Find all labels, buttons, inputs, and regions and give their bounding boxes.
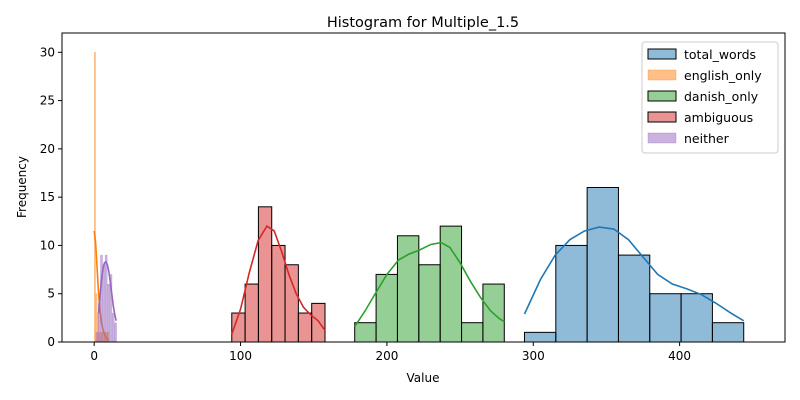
legend-label: english_only <box>684 68 762 83</box>
axis-ticks: 0 100 200 300 400 0 5 10 15 20 25 30 <box>40 45 691 363</box>
legend-swatch <box>647 48 677 60</box>
histogram-bar <box>461 322 484 343</box>
legend-swatch <box>647 90 677 102</box>
legend-swatch <box>647 132 677 144</box>
x-tick-label: 200 <box>375 349 398 363</box>
kde-line <box>523 226 745 322</box>
histogram-bar <box>107 283 110 343</box>
histogram-bar <box>418 264 441 343</box>
histogram-bar <box>284 264 299 343</box>
legend-swatch <box>647 111 677 123</box>
x-axis-label: Value <box>407 371 440 385</box>
kde-line <box>231 225 326 335</box>
histogram-bar <box>104 254 108 343</box>
legend-item-danish-only: danish_only <box>647 89 759 104</box>
histogram-bar <box>297 312 313 343</box>
histogram-bar <box>102 264 106 343</box>
legend-box <box>641 41 779 154</box>
histogram-bar <box>375 273 398 343</box>
kde-line <box>97 260 117 321</box>
histogram-bar <box>244 283 259 343</box>
histogram-bar <box>649 293 682 343</box>
x-tick-label: 300 <box>522 349 545 363</box>
legend-item-total-words: total_words <box>647 47 756 62</box>
histogram-bar <box>586 187 619 343</box>
legend-label: ambiguous <box>684 110 753 125</box>
axes-frame <box>61 32 786 343</box>
x-tick-label: 400 <box>668 349 691 363</box>
histogram-bar <box>271 244 286 343</box>
legend-label: neither <box>684 131 730 146</box>
y-axis-label: Frequency <box>15 156 29 218</box>
histogram-bar <box>523 331 557 343</box>
y-tick-label: 0 <box>47 335 55 349</box>
x-tick-label: 0 <box>90 349 98 363</box>
series-ambiguous <box>231 206 326 343</box>
histogram-bar <box>680 293 713 343</box>
y-tick-label: 20 <box>40 142 55 156</box>
kde-line <box>354 241 505 327</box>
histogram-bar <box>111 312 115 343</box>
histogram-bar <box>95 332 99 343</box>
histogram-bar <box>354 322 377 343</box>
series-neither <box>95 254 117 343</box>
legend-label: danish_only <box>684 89 759 104</box>
y-tick-label: 30 <box>40 45 55 59</box>
histogram-bar <box>94 52 96 343</box>
legend-item-neither: neither <box>647 131 730 146</box>
legend-label: total_words <box>684 47 756 62</box>
histogram-bar <box>114 322 117 343</box>
legend-item-english-only: english_only <box>647 68 762 83</box>
legend-item-ambiguous: ambiguous <box>647 110 753 125</box>
y-tick-label: 25 <box>40 94 55 108</box>
plot-area <box>93 52 745 343</box>
series-total-words <box>523 187 745 343</box>
legend-swatch <box>647 69 677 81</box>
y-tick-label: 5 <box>47 287 55 301</box>
y-tick-label: 15 <box>40 190 55 204</box>
series-danish-only <box>354 225 505 343</box>
histogram-bar <box>311 302 326 343</box>
histogram-bar <box>617 254 651 343</box>
histogram-bar <box>711 322 745 343</box>
legend: total_words english_only danish_onlyambigu… <box>641 41 779 154</box>
chart-title: Histogram for Multiple_1.5 <box>327 15 519 31</box>
histogram-bar <box>555 244 588 343</box>
x-tick-label: 100 <box>229 349 252 363</box>
y-tick-label: 10 <box>40 238 55 252</box>
